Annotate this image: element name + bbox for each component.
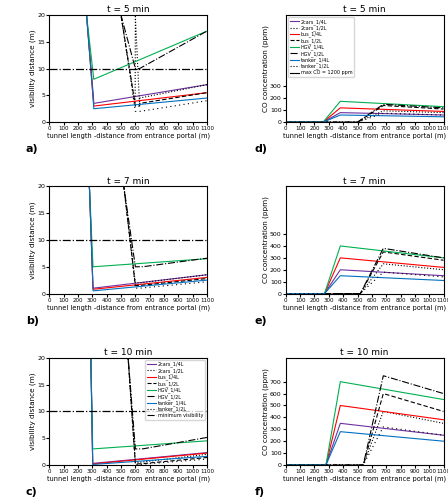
Y-axis label: visibility distance (m): visibility distance (m) (30, 201, 36, 278)
Text: a): a) (26, 144, 38, 154)
X-axis label: tunnel length -distance from entrance portal (m): tunnel length -distance from entrance po… (283, 476, 446, 482)
Text: b): b) (26, 316, 39, 326)
Title: t = 7 min: t = 7 min (343, 176, 386, 186)
Legend: 2cars_1/4L, 2cars_1/2L, bus_1/4L, bus_1/2L, HGV_1/4L, HGV_1/2L, tanker_1/4L, tan: 2cars_1/4L, 2cars_1/2L, bus_1/4L, bus_1/… (145, 360, 205, 420)
Text: c): c) (26, 487, 37, 497)
Title: t = 10 min: t = 10 min (340, 348, 389, 357)
X-axis label: tunnel length -distance from entrance portal (m): tunnel length -distance from entrance po… (283, 304, 446, 310)
X-axis label: tunnel length -distance from entrance portal (m): tunnel length -distance from entrance po… (47, 304, 210, 310)
Title: t = 7 min: t = 7 min (107, 176, 150, 186)
Text: f): f) (254, 487, 264, 497)
Y-axis label: CO concentration (ppm): CO concentration (ppm) (262, 25, 268, 112)
Title: t = 5 min: t = 5 min (343, 5, 386, 14)
Title: t = 5 min: t = 5 min (107, 5, 150, 14)
Y-axis label: visibility distance (m): visibility distance (m) (30, 372, 36, 450)
X-axis label: tunnel length -distance from entrance portal (m): tunnel length -distance from entrance po… (47, 476, 210, 482)
Text: e): e) (254, 316, 267, 326)
X-axis label: tunnel length -distance from entrance portal (m): tunnel length -distance from entrance po… (283, 132, 446, 139)
Y-axis label: visibility distance (m): visibility distance (m) (30, 30, 36, 108)
Y-axis label: CO concentration (ppm): CO concentration (ppm) (262, 368, 268, 455)
Legend: 2cars_1/4L, 2cars_1/2L, bus_1/4L, bus_1/2L, HGV_1/4L, HGV_1/2L, tanker_1/4L, tan: 2cars_1/4L, 2cars_1/2L, bus_1/4L, bus_1/… (288, 18, 354, 76)
Y-axis label: CO concentration (ppm): CO concentration (ppm) (262, 196, 268, 284)
Title: t = 10 min: t = 10 min (104, 348, 152, 357)
Text: d): d) (254, 144, 267, 154)
X-axis label: tunnel length -distance from entrance portal (m): tunnel length -distance from entrance po… (47, 132, 210, 139)
